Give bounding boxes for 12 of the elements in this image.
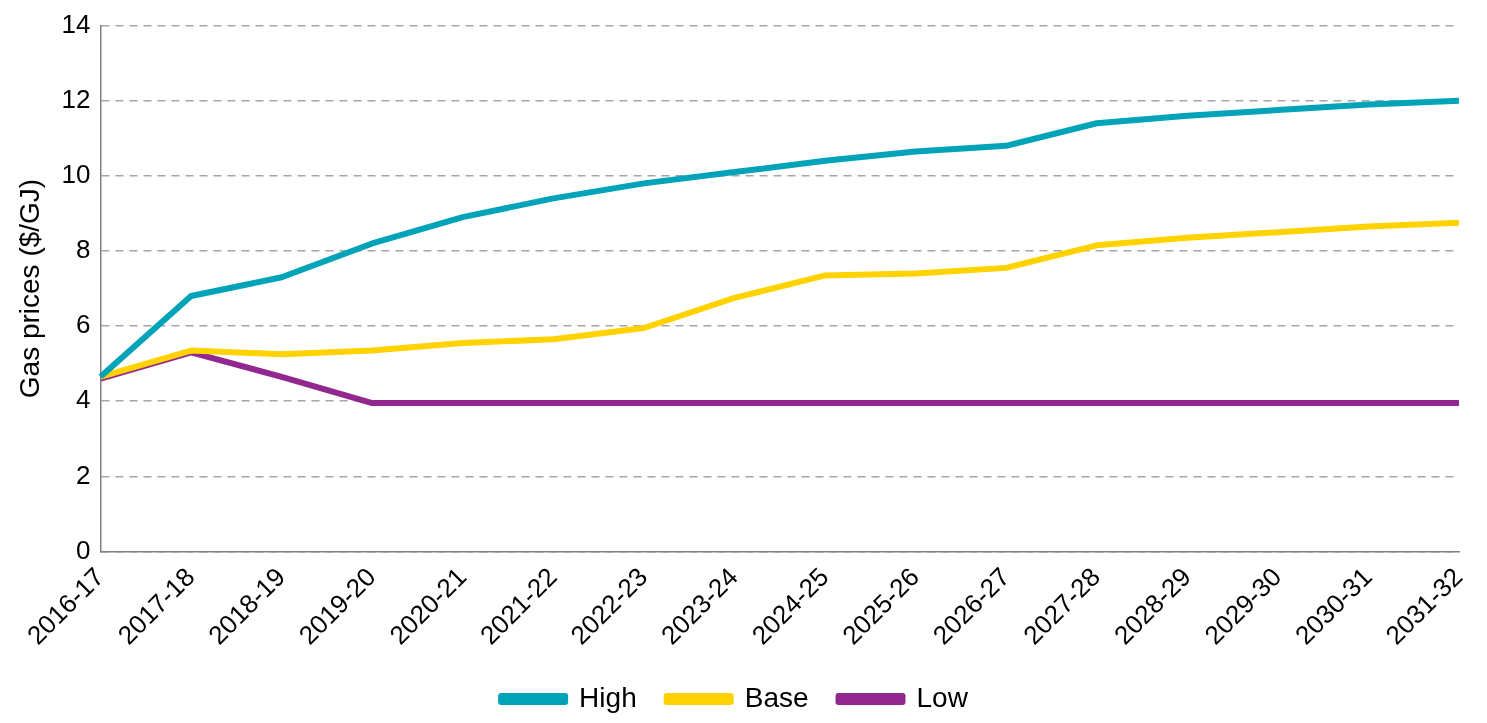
y-axis-title: Gas prices ($/GJ) bbox=[13, 178, 45, 399]
y-tick-label: 2 bbox=[76, 459, 91, 490]
y-tick-label: 10 bbox=[61, 159, 91, 190]
y-tick-label: 14 bbox=[61, 8, 91, 39]
y-tick-label: 12 bbox=[61, 83, 91, 114]
legend-label: Base bbox=[744, 681, 809, 713]
y-tick-label: 8 bbox=[76, 234, 91, 265]
y-tick-label: 0 bbox=[76, 534, 91, 565]
legend-label: High bbox=[579, 681, 637, 713]
y-tick-label: 4 bbox=[76, 384, 91, 415]
legend-label: Low bbox=[916, 681, 969, 713]
y-tick-label: 6 bbox=[76, 309, 91, 340]
